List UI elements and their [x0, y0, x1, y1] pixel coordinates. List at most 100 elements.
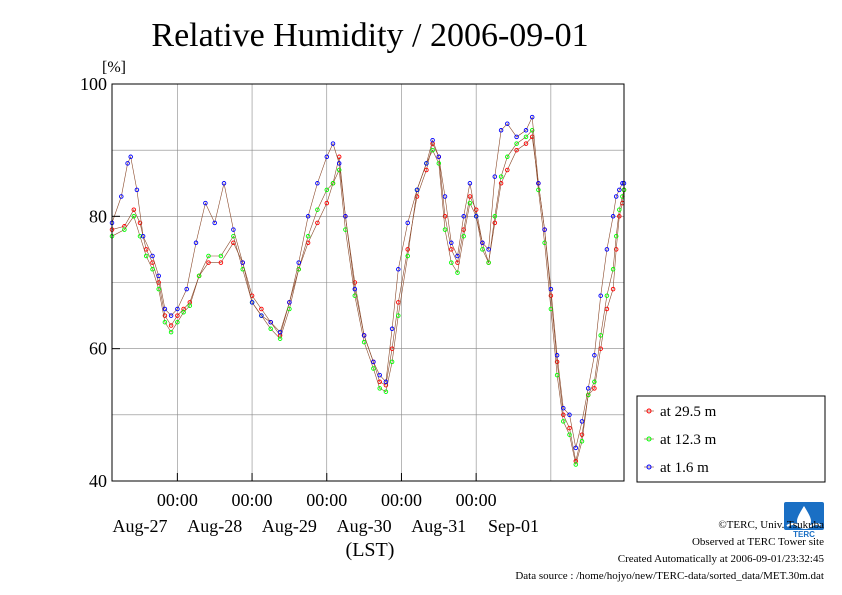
data-point: [604, 247, 610, 252]
data-point: [187, 303, 193, 308]
data-point: [529, 128, 535, 133]
footer-copyright: ©TERC, Univ. Tsukuba: [718, 519, 824, 531]
x-time-tick-label: 00:00: [232, 490, 273, 510]
legend-box: [636, 395, 826, 483]
data-point: [175, 313, 180, 318]
data-point: [514, 147, 519, 153]
data-point: [486, 260, 491, 265]
data-point: [119, 194, 124, 199]
x-date-label: Aug-27: [113, 516, 168, 536]
data-point: [377, 386, 382, 391]
data-point: [529, 114, 535, 120]
data-point: [336, 167, 342, 173]
data-point: [461, 214, 466, 219]
data-point: [315, 220, 320, 226]
data-point: [610, 286, 616, 292]
legend-label: at 12.3 m: [660, 432, 717, 448]
data-point: [579, 432, 585, 437]
data-point: [184, 286, 189, 292]
data-point: [480, 247, 485, 252]
data-point: [315, 207, 320, 212]
data-point: [134, 187, 140, 193]
x-time-tick-label: 00:00: [157, 490, 198, 510]
y-tick-label: 80: [89, 206, 107, 226]
data-point: [305, 214, 311, 219]
data-point: [554, 353, 560, 358]
data-point: [150, 253, 155, 259]
data-point: [430, 147, 435, 153]
data-point: [592, 353, 597, 358]
data-point: [436, 154, 442, 160]
data-point: [455, 270, 460, 275]
data-point: [617, 187, 622, 193]
data-point: [498, 128, 504, 133]
data-point: [598, 333, 603, 338]
data-point: [467, 194, 473, 199]
data-point: [610, 214, 616, 219]
data-point: [442, 227, 448, 232]
data-point: [567, 425, 572, 431]
data-point: [249, 300, 255, 305]
y-axis-unit-label: [%]: [102, 59, 126, 76]
x-time-tick-label: 00:00: [456, 490, 497, 510]
data-point: [218, 260, 224, 265]
data-point: [542, 240, 547, 246]
y-tick-label: 100: [80, 74, 107, 94]
data-point: [268, 326, 273, 332]
data-point: [505, 121, 510, 126]
data-point: [156, 273, 161, 279]
data-point: [371, 359, 376, 365]
data-point: [424, 167, 429, 173]
x-date-label: Aug-29: [262, 516, 317, 536]
data-point: [561, 405, 566, 411]
data-point: [449, 247, 454, 252]
data-point: [473, 214, 479, 219]
data-point: [567, 432, 572, 437]
data-point: [617, 214, 622, 219]
legend-marker: [646, 464, 652, 470]
data-point: [389, 359, 395, 365]
data-point: [383, 379, 389, 385]
data-point: [405, 220, 410, 226]
series-line: [111, 129, 625, 465]
grid-lines: [112, 84, 624, 481]
logo-text: TERC: [793, 530, 815, 538]
data-point: [361, 339, 367, 345]
data-point: [480, 240, 485, 246]
data-point: [175, 319, 180, 325]
data-point: [561, 412, 566, 418]
data-point: [131, 214, 137, 219]
data-point: [498, 181, 504, 186]
series-0: [109, 134, 627, 464]
data-point: [140, 233, 146, 239]
data-point: [514, 141, 519, 146]
data-point: [617, 207, 622, 212]
y-tick-label: 40: [89, 471, 107, 491]
data-point: [296, 260, 301, 265]
plot-frame: [111, 83, 625, 482]
data-point: [548, 286, 554, 292]
data-point: [193, 240, 199, 246]
series-line: [111, 136, 625, 462]
data-point: [486, 247, 491, 252]
chart-title: Relative Humidity / 2006-09-01: [151, 17, 588, 54]
data-point: [122, 227, 127, 232]
data-point: [168, 313, 174, 318]
data-point: [414, 187, 420, 193]
data-point: [150, 267, 155, 272]
data-point: [268, 319, 273, 325]
data-point: [361, 333, 367, 338]
x-axis-label: (LST): [346, 539, 395, 561]
data-point: [449, 260, 454, 265]
data-point: [467, 200, 473, 206]
data-point: [212, 220, 217, 226]
data-point: [383, 389, 389, 394]
data-point: [505, 167, 510, 173]
data-point: [162, 319, 168, 325]
y-tick-label: 60: [89, 339, 107, 359]
legend-label: at 29.5 m: [660, 404, 717, 420]
x-date-label: Aug-28: [187, 516, 242, 536]
data-point: [449, 240, 454, 246]
series-line: [111, 115, 624, 448]
data-point: [542, 227, 547, 232]
